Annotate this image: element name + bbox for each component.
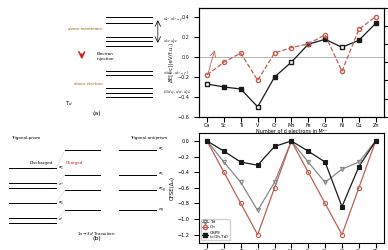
Text: $e(d_{z^2},d_{x^2-y^2})$: $e(d_{z^2},d_{x^2-y^2})$	[163, 69, 190, 78]
Legend: Td, Oh, OSPE
(=Oh-Td): Td, Oh, OSPE (=Oh-Td)	[201, 219, 230, 240]
Text: $1s\rightarrow 3d$ Transition: $1s\rightarrow 3d$ Transition	[77, 230, 116, 237]
Text: $a_1$: $a_1$	[158, 171, 164, 178]
Text: Trigonal-prism: Trigonal-prism	[12, 136, 41, 140]
Text: $a_1$: $a_1$	[158, 146, 164, 153]
Text: (b): (b)	[92, 236, 101, 242]
Text: $e^{\prime}$: $e^{\prime}$	[58, 217, 63, 224]
Y-axis label: ΔE[r-c](eV/f.u.): ΔE[r-c](eV/f.u.)	[169, 42, 174, 82]
Text: $e^{\prime\prime}$: $e^{\prime\prime}$	[58, 182, 64, 189]
Text: (c): (c)	[287, 139, 296, 145]
Text: Trigonal-antiprism: Trigonal-antiprism	[130, 136, 167, 140]
Text: $d_{z^2}\ d_{x^2-y^2}$: $d_{z^2}\ d_{x^2-y^2}$	[163, 15, 185, 24]
Text: $d_{xz}\ d_{yz}$: $d_{xz}\ d_{yz}$	[163, 37, 178, 46]
Text: donor electron: donor electron	[74, 82, 102, 86]
Text: T$_d$: T$_d$	[65, 99, 73, 108]
Y-axis label: CFSE(Δₒ): CFSE(Δₒ)	[169, 176, 174, 200]
Text: $t_2(d_{xy},d_{xz},d_{yz})$: $t_2(d_{xy},d_{xz},d_{yz})$	[163, 88, 192, 97]
Text: $a_1$: $a_1$	[58, 164, 64, 172]
Text: $e_g$: $e_g$	[158, 206, 164, 214]
Text: $a_{1g}$: $a_{1g}$	[158, 186, 166, 194]
X-axis label: Number of d electrons in M²⁺: Number of d electrons in M²⁺	[256, 130, 327, 134]
Text: (a): (a)	[92, 111, 101, 116]
Text: Electron
injection: Electron injection	[97, 52, 114, 61]
Text: $a_1$: $a_1$	[58, 200, 64, 207]
Text: Discharged: Discharged	[29, 160, 52, 164]
Text: Charged: Charged	[66, 160, 83, 164]
Text: donor membrane: donor membrane	[68, 27, 102, 31]
